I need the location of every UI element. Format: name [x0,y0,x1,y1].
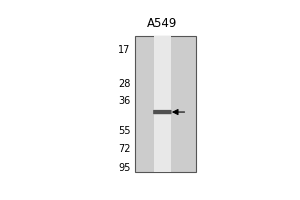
Text: 95: 95 [118,163,130,173]
Text: 72: 72 [118,144,130,154]
FancyBboxPatch shape [153,110,172,114]
Text: 55: 55 [118,126,130,136]
Text: 36: 36 [118,96,130,106]
Bar [154,36,171,172]
Text: 17: 17 [118,45,130,55]
Text: A549: A549 [147,17,178,30]
Bar [135,36,196,172]
Text: 28: 28 [118,79,130,89]
